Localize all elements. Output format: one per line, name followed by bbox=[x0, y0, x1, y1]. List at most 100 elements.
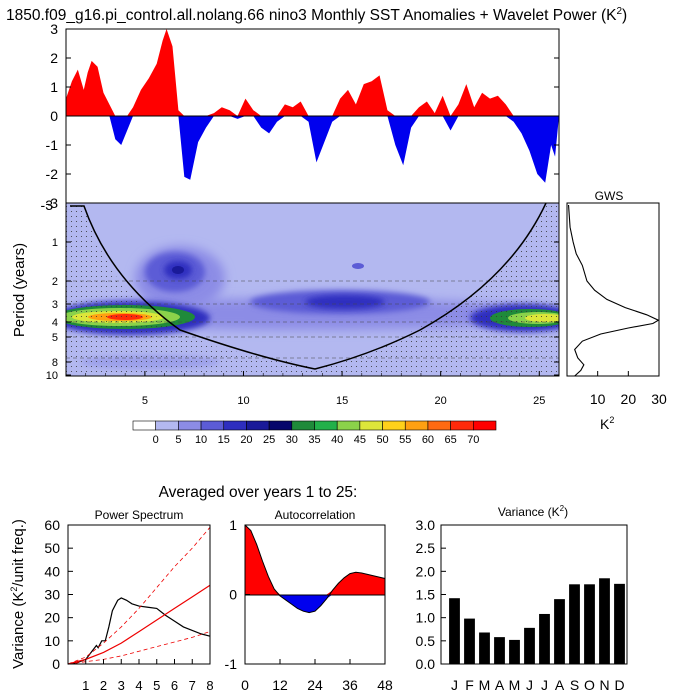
variance-x-tick-label: D bbox=[614, 677, 624, 693]
colorbar: 0 5 10 15 20 25 30 35 40 45 50 55 60 65 70 bbox=[132, 420, 497, 446]
ps-y-tick-label: 20 bbox=[44, 610, 60, 626]
colorbar-swatch bbox=[473, 420, 497, 431]
power-spectrum-upper-95-line bbox=[67, 527, 211, 665]
colorbar-swatch bbox=[200, 420, 225, 431]
sst-anomaly-area bbox=[66, 29, 559, 183]
ac-x-tick-label: 0 bbox=[241, 677, 249, 693]
sst-bottom-tick-label: -3 bbox=[41, 197, 54, 213]
sst-y-tick-label: 3 bbox=[50, 21, 58, 37]
variance-x-tick-label: J bbox=[526, 677, 533, 693]
colorbar-label: 70 bbox=[467, 434, 479, 446]
ac-x-tick-label: 12 bbox=[272, 677, 288, 693]
wavelet-x-tick-label: 15 bbox=[336, 395, 348, 407]
colorbar-label: 10 bbox=[195, 434, 207, 446]
wavelet-y-tick-label: 3 bbox=[52, 299, 58, 311]
ps-y-tick-label: 50 bbox=[44, 540, 60, 556]
sst-y-tick-label: -1 bbox=[46, 137, 59, 153]
colorbar-label: 30 bbox=[286, 434, 298, 446]
gws-x-label: K2 bbox=[600, 415, 614, 432]
wavelet-plot-frame bbox=[65, 202, 560, 377]
variance-axes: 0.0 0.5 1.0 1.5 2.0 2.5 3.0 bbox=[416, 517, 446, 672]
ps-x-tick-label: 6 bbox=[171, 678, 178, 693]
autocorrelation-negative-area bbox=[245, 594, 385, 613]
colorbar-label: 5 bbox=[175, 434, 181, 446]
variance-bar bbox=[449, 598, 460, 664]
colorbar-label: 40 bbox=[331, 434, 343, 446]
colorbar-label: 60 bbox=[422, 434, 434, 446]
colorbar-swatch bbox=[314, 420, 338, 431]
wavelet-x-tick-label: 5 bbox=[142, 395, 148, 407]
variance-y-tick-label: 0.5 bbox=[416, 633, 436, 649]
colorbar-label: 15 bbox=[218, 434, 230, 446]
wavelet-y-label: Period (years) bbox=[11, 243, 28, 337]
variance-y-tick-label: 1.0 bbox=[416, 610, 436, 626]
power-spectrum-frame bbox=[67, 524, 211, 665]
sst-y-tick-label: -2 bbox=[46, 166, 59, 182]
gws-x-tick-label: 30 bbox=[651, 391, 667, 407]
ps-y-tick-label: 0 bbox=[52, 656, 60, 672]
variance-y-tick-label: 3.0 bbox=[416, 517, 436, 533]
ps-y-tick-label: 60 bbox=[44, 517, 60, 533]
variance-bar bbox=[599, 578, 610, 664]
colorbar-swatch bbox=[132, 420, 156, 431]
wavelet-x-tick-label: 25 bbox=[533, 395, 545, 407]
gws-x-tick-label: 10 bbox=[590, 391, 606, 407]
power-spectrum-spectrum-line bbox=[67, 597, 211, 665]
variance-x-tick-label: M bbox=[509, 677, 521, 693]
wavelet-y-tick-label: 1 bbox=[52, 237, 58, 249]
colorbar-label: 50 bbox=[376, 434, 388, 446]
power-spectrum-lines bbox=[67, 527, 211, 665]
sst-y-tick-label: 2 bbox=[50, 50, 58, 66]
variance-bar bbox=[509, 639, 520, 664]
power-spectrum-red-noise-line bbox=[67, 584, 211, 665]
variance-bar bbox=[614, 583, 625, 664]
variance-y-tick-label: 2.0 bbox=[416, 563, 436, 579]
colorbar-label: 25 bbox=[263, 434, 275, 446]
colorbar-swatch bbox=[427, 420, 451, 431]
colorbar-label: 35 bbox=[308, 434, 320, 446]
coi-hatching bbox=[66, 203, 559, 376]
gws-x-axis: 10 20 30 bbox=[590, 371, 667, 407]
sst-y-tick-label: -3 bbox=[46, 195, 59, 211]
sst-negative-area bbox=[66, 116, 559, 183]
autocorrelation-area bbox=[244, 524, 386, 614]
wavelet-x-tick-label: 20 bbox=[435, 395, 447, 407]
colorbar-label: 65 bbox=[445, 434, 457, 446]
ps-x-tick-label: 4 bbox=[135, 678, 142, 693]
variance-x-tick-label: S bbox=[570, 677, 579, 693]
ac-x-tick-label: 24 bbox=[307, 677, 323, 693]
contour-blob bbox=[172, 266, 184, 274]
wavelet-y-tick-label: 10 bbox=[46, 370, 58, 382]
variance-bar bbox=[494, 637, 505, 664]
colorbar-swatch bbox=[359, 420, 383, 431]
wavelet-y-tick-label: 4 bbox=[52, 317, 58, 329]
variance-y-tick-label: 2.5 bbox=[416, 540, 436, 556]
colorbar-swatch bbox=[246, 420, 270, 431]
variance-x-tick-label: N bbox=[599, 677, 609, 693]
figure-title: 1850.f09_g16.pi_control.all.nolang.66 ni… bbox=[6, 6, 627, 24]
averaged-label: Averaged over years 1 to 25: bbox=[159, 484, 358, 501]
colorbar-label: 45 bbox=[354, 434, 366, 446]
sst-y-tick-label: 1 bbox=[50, 79, 58, 95]
colorbar-swatch bbox=[223, 420, 247, 431]
ac-y-tick-label: -1 bbox=[225, 656, 238, 672]
variance-x-tick-label: O bbox=[584, 677, 595, 693]
colorbar-swatch bbox=[178, 420, 202, 431]
gws-plot-frame bbox=[566, 202, 660, 377]
ps-x-tick-label: 7 bbox=[189, 678, 196, 693]
ps-y-tick-label: 40 bbox=[44, 563, 60, 579]
variance-x-tick-label: A bbox=[555, 677, 565, 693]
wavelet-x-tick-label: 10 bbox=[237, 395, 249, 407]
ac-y-tick-label: 1 bbox=[229, 517, 237, 533]
colorbar-swatch bbox=[336, 420, 361, 431]
gws-x-tick-label: 20 bbox=[621, 391, 637, 407]
colorbar-swatch bbox=[155, 420, 179, 431]
colorbar-swatch bbox=[268, 420, 293, 431]
colorbar-label: 20 bbox=[240, 434, 252, 446]
colorbar-label: 0 bbox=[153, 434, 159, 446]
contour-blob bbox=[352, 263, 364, 269]
